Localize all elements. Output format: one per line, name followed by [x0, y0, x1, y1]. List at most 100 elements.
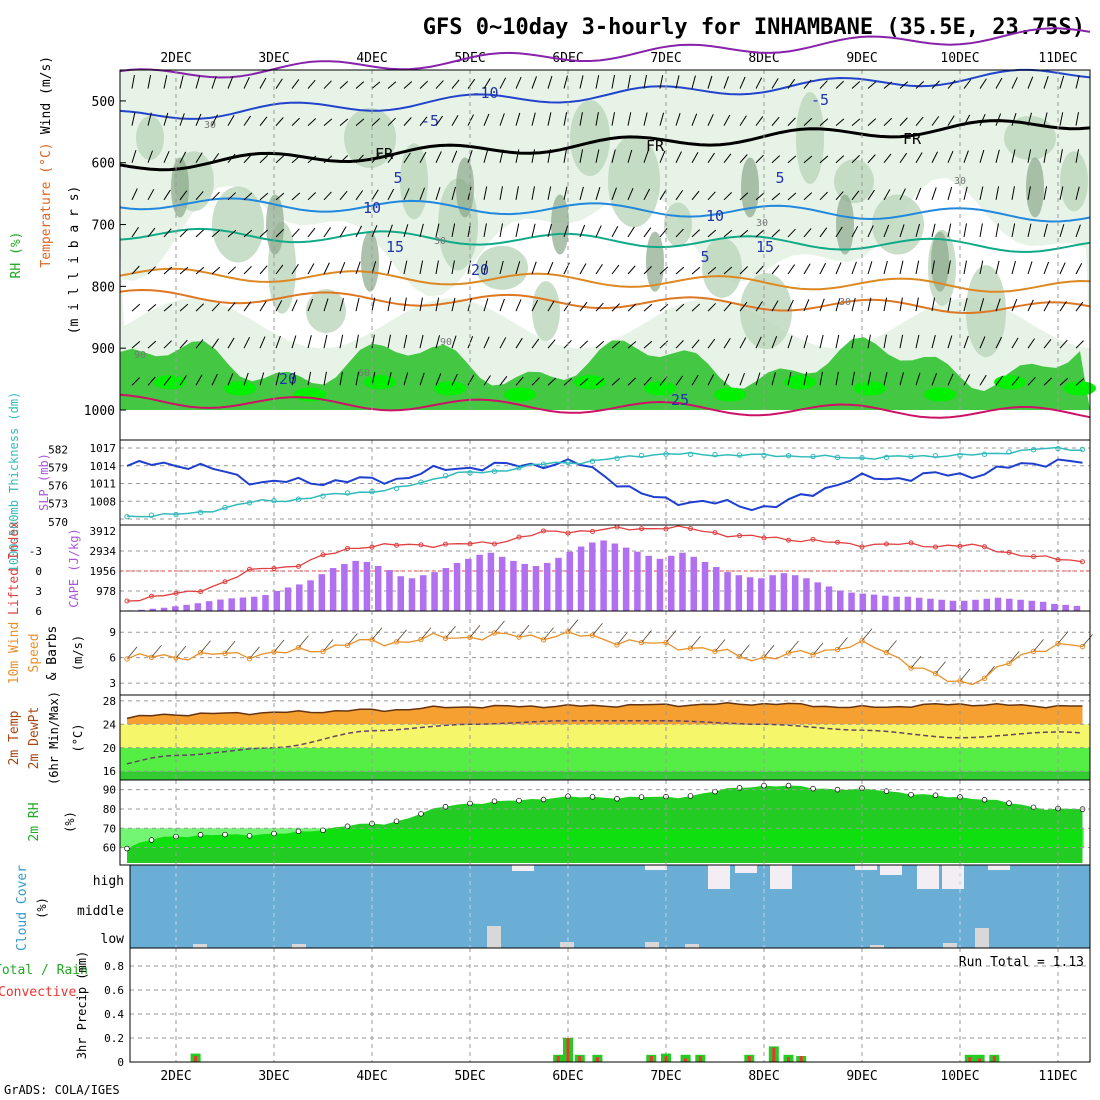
wind-barb: [723, 153, 732, 164]
wind-barb: [899, 81, 909, 89]
top-date-label: 6DEC: [552, 51, 583, 66]
wind-barb: [499, 298, 505, 312]
wind-barb: [243, 265, 252, 275]
wind-barb: [1027, 76, 1034, 89]
wind-barb: [147, 75, 152, 89]
cape-bar: [577, 546, 585, 611]
wind-barb: [531, 149, 536, 163]
wind-barb: [579, 340, 589, 349]
rh-label: RH (%): [9, 232, 24, 279]
thickness-marker: [883, 454, 890, 461]
cape-bar: [848, 592, 855, 611]
wind-barb: [771, 155, 781, 164]
wind-barb: [515, 299, 522, 312]
wind-barb: [595, 75, 600, 89]
band-fill: [120, 771, 1090, 780]
wind-barb: [819, 262, 827, 275]
wind-barb: [803, 335, 809, 349]
wind-marker: [981, 675, 988, 682]
rh-marker: [540, 796, 547, 803]
wind-barb: [467, 78, 476, 89]
wind-barb: [435, 297, 440, 312]
wind-barb: [883, 153, 892, 164]
wind-barb: [387, 334, 391, 349]
wind-barb: [595, 378, 605, 386]
rh2m-fill: [127, 785, 1083, 863]
temp-tick: 24: [103, 718, 117, 731]
wind-barb: [323, 371, 327, 386]
wind-barb: [931, 373, 938, 386]
rh-contour-blob: [532, 281, 560, 342]
wind-barb: [563, 378, 573, 386]
wind-barb: [963, 297, 968, 312]
wind-barb: [1057, 631, 1069, 644]
temp-axis-label: 2m DewPt: [27, 707, 42, 770]
wind-barb: [643, 227, 652, 238]
wind-barb: [851, 118, 861, 127]
wind-barb: [195, 374, 203, 386]
rh-marker: [393, 818, 400, 824]
wind-barb: [259, 154, 268, 164]
wind-barb: [739, 644, 750, 657]
wind-barb: [691, 113, 698, 126]
thickness-tick: 570: [48, 516, 68, 529]
slp-tick: 1017: [90, 442, 117, 455]
wind-barb: [675, 228, 684, 238]
wind-barb: [323, 298, 329, 312]
temperature-contour: [119, 197, 1091, 223]
wind-barb: [515, 186, 519, 200]
rh-tick: 70: [103, 822, 116, 835]
wind-barb: [643, 112, 648, 126]
wind-barb: [723, 302, 732, 312]
wind-barb: [131, 188, 138, 201]
wind-barb: [163, 189, 171, 201]
wind-barb: [915, 372, 921, 386]
credit-text: GrADS: COLA/IGES: [4, 1083, 120, 1097]
rh-marker: [491, 798, 498, 804]
wind-barb: [1043, 261, 1050, 275]
wind-barb: [175, 645, 187, 659]
wind-barb: [691, 374, 699, 386]
wind-tick: 3: [109, 677, 116, 690]
rh-contour-label: 30: [839, 297, 851, 308]
bottom-date-label: 7DEC: [650, 1069, 681, 1084]
wind-barb: [595, 264, 603, 275]
pressure-tick: 800: [92, 280, 115, 295]
wind-barb: [451, 373, 458, 386]
wind-barb: [147, 303, 157, 312]
wind-barb: [307, 192, 317, 201]
cape-bar: [837, 590, 844, 611]
wind-barb: [803, 263, 811, 275]
wind-barb: [643, 376, 652, 386]
rh-contour-blob: [212, 186, 264, 263]
wind-barb: [387, 297, 391, 312]
cape-bar: [397, 576, 404, 611]
wind-barb: [837, 637, 848, 650]
wind-barb: [1075, 378, 1085, 386]
wind-barb: [691, 152, 699, 163]
wind-barb: [467, 114, 474, 126]
wind-barb: [851, 297, 856, 312]
cape-bar: [217, 599, 224, 611]
wind-barb: [1027, 299, 1034, 312]
rh-wet-patch: [434, 381, 466, 396]
thickness-axis-label: 1000-500mb Thickness (dm): [7, 392, 21, 573]
cape-bar: [476, 554, 483, 611]
wind-barb: [691, 339, 700, 349]
wind-barb: [259, 192, 269, 201]
temp-axis-label: 2m Temp: [7, 710, 22, 765]
wind-barb: [307, 155, 317, 164]
wind-barb: [595, 187, 601, 200]
rh-contour-label: 90: [440, 337, 452, 348]
wind-barb: [579, 378, 589, 386]
wind-barb: [611, 377, 621, 386]
wind-barb: [419, 260, 424, 275]
cape-bar: [566, 551, 574, 611]
cape-bar: [949, 600, 957, 611]
wind-barb: [835, 80, 844, 89]
thickness-marker: [418, 479, 424, 485]
wind-barb: [707, 191, 716, 201]
wind-barb: [275, 300, 283, 312]
thickness-marker: [810, 453, 816, 460]
wind-barb: [339, 190, 348, 201]
